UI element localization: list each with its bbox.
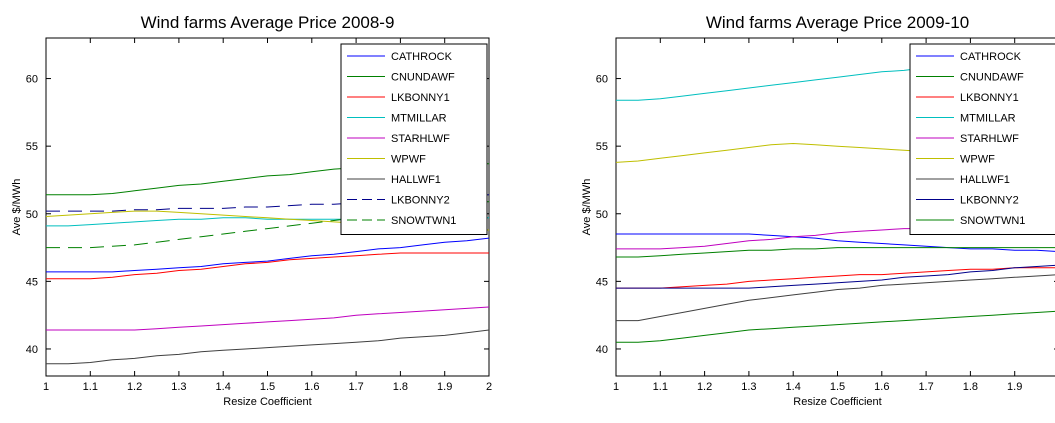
y-axis-label: Ave $/MWh: [11, 179, 23, 236]
legend-label: CNUNDAWF: [391, 72, 455, 84]
series-line-snowtwn1: [616, 310, 1055, 343]
legend-label: WPWF: [960, 154, 995, 166]
x-tick-label: 1.1: [653, 381, 668, 393]
series-line-lkbonny2: [46, 194, 489, 212]
x-tick-label: 1.4: [216, 381, 231, 393]
x-tick-label: 1: [43, 381, 49, 393]
x-tick-label: 1.5: [260, 381, 275, 393]
x-tick-label: 1.9: [437, 381, 452, 393]
series-line-cathrock: [46, 237, 489, 273]
legend: CATHROCK CNUNDAWF LKBONNY1 MTMILLAR STARHLWF…: [909, 43, 1055, 235]
legend-label: MTMILLAR: [960, 113, 1016, 125]
legend-label: LKBONNY2: [960, 195, 1019, 207]
x-tick-label: 2: [486, 381, 492, 393]
y-tick-label: 60: [26, 74, 38, 86]
series-line-lkbonny2: [616, 264, 1055, 289]
legend: CATHROCK CNUNDAWF LKBONNY1 MTMILLAR STARHLWF…: [340, 43, 488, 235]
y-tick-label: 45: [596, 276, 608, 288]
legend-label: SNOWTWN1: [391, 215, 456, 227]
y-tick-label: 55: [26, 141, 38, 153]
x-tick-label: 1.6: [304, 381, 319, 393]
legend-box: [340, 43, 488, 235]
y-tick-label: 55: [596, 141, 608, 153]
legend-label: LKBONNY1: [960, 92, 1019, 104]
y-tick-label: 45: [26, 276, 38, 288]
y-axis-label: Ave $/MWh: [581, 179, 593, 236]
series-group: [46, 163, 489, 365]
legend-label: CATHROCK: [391, 51, 453, 63]
legend-label: LKBONNY1: [391, 92, 450, 104]
series-line-hallwf1: [46, 329, 489, 365]
legend-label: WPWF: [391, 154, 426, 166]
x-tick-label: 1.7: [348, 381, 363, 393]
legend-label: MTMILLAR: [391, 113, 447, 125]
x-tick-label: 1.9: [1007, 381, 1022, 393]
y-tick-label: 60: [596, 74, 608, 86]
series-line-cnundawf: [616, 247, 1055, 258]
x-tick-label: 1.2: [697, 381, 712, 393]
legend-label: STARHLWF: [960, 133, 1019, 145]
x-tick-label: 1.6: [874, 381, 889, 393]
x-tick-label: 1.8: [393, 381, 408, 393]
chart-title: Wind farms Average Price 2008-9: [141, 13, 395, 32]
series-line-lkbonny1: [46, 252, 489, 280]
x-tick-label: 1.5: [830, 381, 845, 393]
series-line-snowtwn1: [46, 201, 489, 249]
legend-label: HALLWF1: [391, 174, 441, 186]
legend-label: CATHROCK: [960, 51, 1022, 63]
x-tick-label: 1.2: [127, 381, 142, 393]
x-tick-label: 1.7: [918, 381, 933, 393]
legend-label: HALLWF1: [960, 174, 1010, 186]
legend-box: [909, 43, 1055, 235]
series-line-starhlwf: [46, 306, 489, 331]
x-tick-label: 1.3: [741, 381, 756, 393]
y-tick-label: 50: [596, 209, 608, 221]
series-line-hallwf1: [616, 274, 1055, 322]
series-line-lkbonny1: [616, 267, 1055, 289]
x-tick-label: 1.4: [786, 381, 801, 393]
y-tick-label: 40: [596, 344, 608, 356]
legend-label: SNOWTWN1: [960, 215, 1025, 227]
x-tick-label: 1.8: [963, 381, 978, 393]
x-tick-label: 1: [613, 381, 619, 393]
x-tick-label: 1.1: [83, 381, 98, 393]
chart-panel-2: Wind farms Average Price 2009-10 1 1.1 1.2 1…: [581, 13, 1055, 408]
x-axis-label: Resize Coefficient: [223, 396, 311, 408]
y-tick-label: 40: [26, 344, 38, 356]
legend-label: STARHLWF: [391, 133, 450, 145]
chart-panel-1: Wind farms Average Price 2008-9 1 1.1 1.2 1.…: [11, 13, 492, 408]
y-tick-label: 50: [26, 209, 38, 221]
legend-label: LKBONNY2: [391, 195, 450, 207]
series-line-cathrock: [616, 233, 1055, 252]
legend-label: CNUNDAWF: [960, 72, 1024, 84]
chart-title: Wind farms Average Price 2009-10: [706, 13, 969, 32]
x-tick-label: 1.3: [171, 381, 186, 393]
x-axis-label: Resize Coefficient: [793, 396, 881, 408]
